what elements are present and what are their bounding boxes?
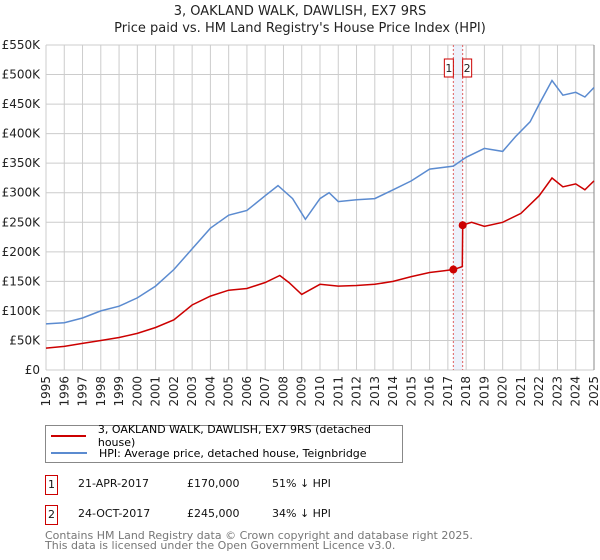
x-tick-label: 2018 xyxy=(459,376,473,407)
x-tick-label: 2010 xyxy=(313,376,327,407)
x-tick-label: 1997 xyxy=(76,376,90,407)
x-tick-label: 2006 xyxy=(240,376,254,407)
sale-label-box xyxy=(443,58,454,78)
x-tick-label: 1996 xyxy=(57,376,71,407)
legend: 3, OAKLAND WALK, DAWLISH, EX7 9RS (detac… xyxy=(45,423,403,463)
x-tick-label: 2011 xyxy=(331,376,345,407)
transaction-number: 2 xyxy=(45,505,58,525)
x-tick-label: 2004 xyxy=(203,376,217,407)
x-tick-label: 2008 xyxy=(276,376,290,407)
y-tick-label: £300K xyxy=(2,186,42,200)
legend-swatch-red xyxy=(51,435,86,437)
x-tick-label: 2013 xyxy=(368,376,382,407)
x-tick-label: 2002 xyxy=(167,376,181,407)
footer-copyright: Contains HM Land Registry data © Crown c… xyxy=(45,529,473,542)
transaction-date: 24-OCT-2017 xyxy=(78,507,151,520)
x-tick-label: 2007 xyxy=(258,376,272,407)
x-tick-label: 2019 xyxy=(477,376,491,407)
sale-label: 1 xyxy=(445,62,452,75)
y-tick-label: £100K xyxy=(2,304,42,318)
legend-label: HPI: Average price, detached house, Teig… xyxy=(99,446,367,460)
y-tick-label: £400K xyxy=(2,127,42,141)
x-tick-label: 2014 xyxy=(386,376,400,407)
chart-title: 3, OAKLAND WALK, DAWLISH, EX7 9RS xyxy=(173,4,427,19)
y-tick-label: £0 xyxy=(25,363,40,377)
x-tick-label: 2005 xyxy=(222,376,236,407)
legend-item-property: 3, OAKLAND WALK, DAWLISH, EX7 9RS (detac… xyxy=(46,423,402,449)
sale-label: 2 xyxy=(464,62,471,75)
transaction-hpi: 34% ↓ HPI xyxy=(272,507,331,520)
sale-point xyxy=(458,221,467,230)
transaction-date: 21-APR-2017 xyxy=(78,477,150,490)
y-tick-label: £450K xyxy=(2,97,42,111)
x-tick-label: 1995 xyxy=(39,376,53,407)
price-chart: £0 £50K £100K £150K £200K £250K £300K £350K £400… xyxy=(2,38,600,407)
x-tick-label: 2003 xyxy=(185,376,199,407)
y-tick-label: £50K xyxy=(9,333,41,347)
transaction-price: £245,000 xyxy=(187,507,240,520)
x-tick-label: 2020 xyxy=(496,376,510,407)
x-tick-label: 2017 xyxy=(441,376,455,407)
x-tick-label: 1998 xyxy=(94,376,108,407)
x-tick-label: 2016 xyxy=(423,376,437,407)
y-tick-label: £250K xyxy=(2,215,42,229)
sale-label-box xyxy=(462,58,473,78)
x-tick-label: 2024 xyxy=(569,376,583,407)
transaction-hpi: 51% ↓ HPI xyxy=(272,477,331,490)
x-tick-label: 2001 xyxy=(149,376,163,407)
x-tick-label: 2000 xyxy=(130,376,144,407)
series-line xyxy=(45,176,595,349)
transaction-number: 1 xyxy=(45,475,58,495)
x-tick-label: 2015 xyxy=(404,376,418,407)
x-tick-label: 2009 xyxy=(295,376,309,407)
footer-licence: This data is licensed under the Open Gov… xyxy=(45,539,396,552)
footer: Contains HM Land Registry data © Crown c… xyxy=(45,529,473,552)
x-tick-label: 2022 xyxy=(532,376,546,407)
x-tick-label: 1999 xyxy=(112,376,126,407)
y-tick-label: £350K xyxy=(2,156,42,170)
y-tick-label: £550K xyxy=(2,38,42,52)
x-tick-label: 2012 xyxy=(350,376,364,407)
x-tick-label: 2021 xyxy=(514,376,528,407)
x-tick-label: 2023 xyxy=(550,376,564,407)
x-tick-label: 2025 xyxy=(587,376,600,407)
legend-label: 3, OAKLAND WALK, DAWLISH, EX7 9RS (detac… xyxy=(97,423,371,449)
y-tick-label: £150K xyxy=(2,274,42,288)
legend-item-hpi: HPI: Average price, detached house, Teig… xyxy=(46,445,367,461)
transaction-price: £170,000 xyxy=(187,477,240,490)
series-line xyxy=(45,79,595,325)
legend-swatch-blue xyxy=(51,452,87,454)
sale-point xyxy=(449,265,458,274)
chart-subtitle: Price paid vs. HM Land Registry's House … xyxy=(114,21,486,36)
sale-period-band xyxy=(453,45,463,370)
y-tick-label: £500K xyxy=(2,68,42,82)
y-tick-label: £200K xyxy=(2,245,42,259)
